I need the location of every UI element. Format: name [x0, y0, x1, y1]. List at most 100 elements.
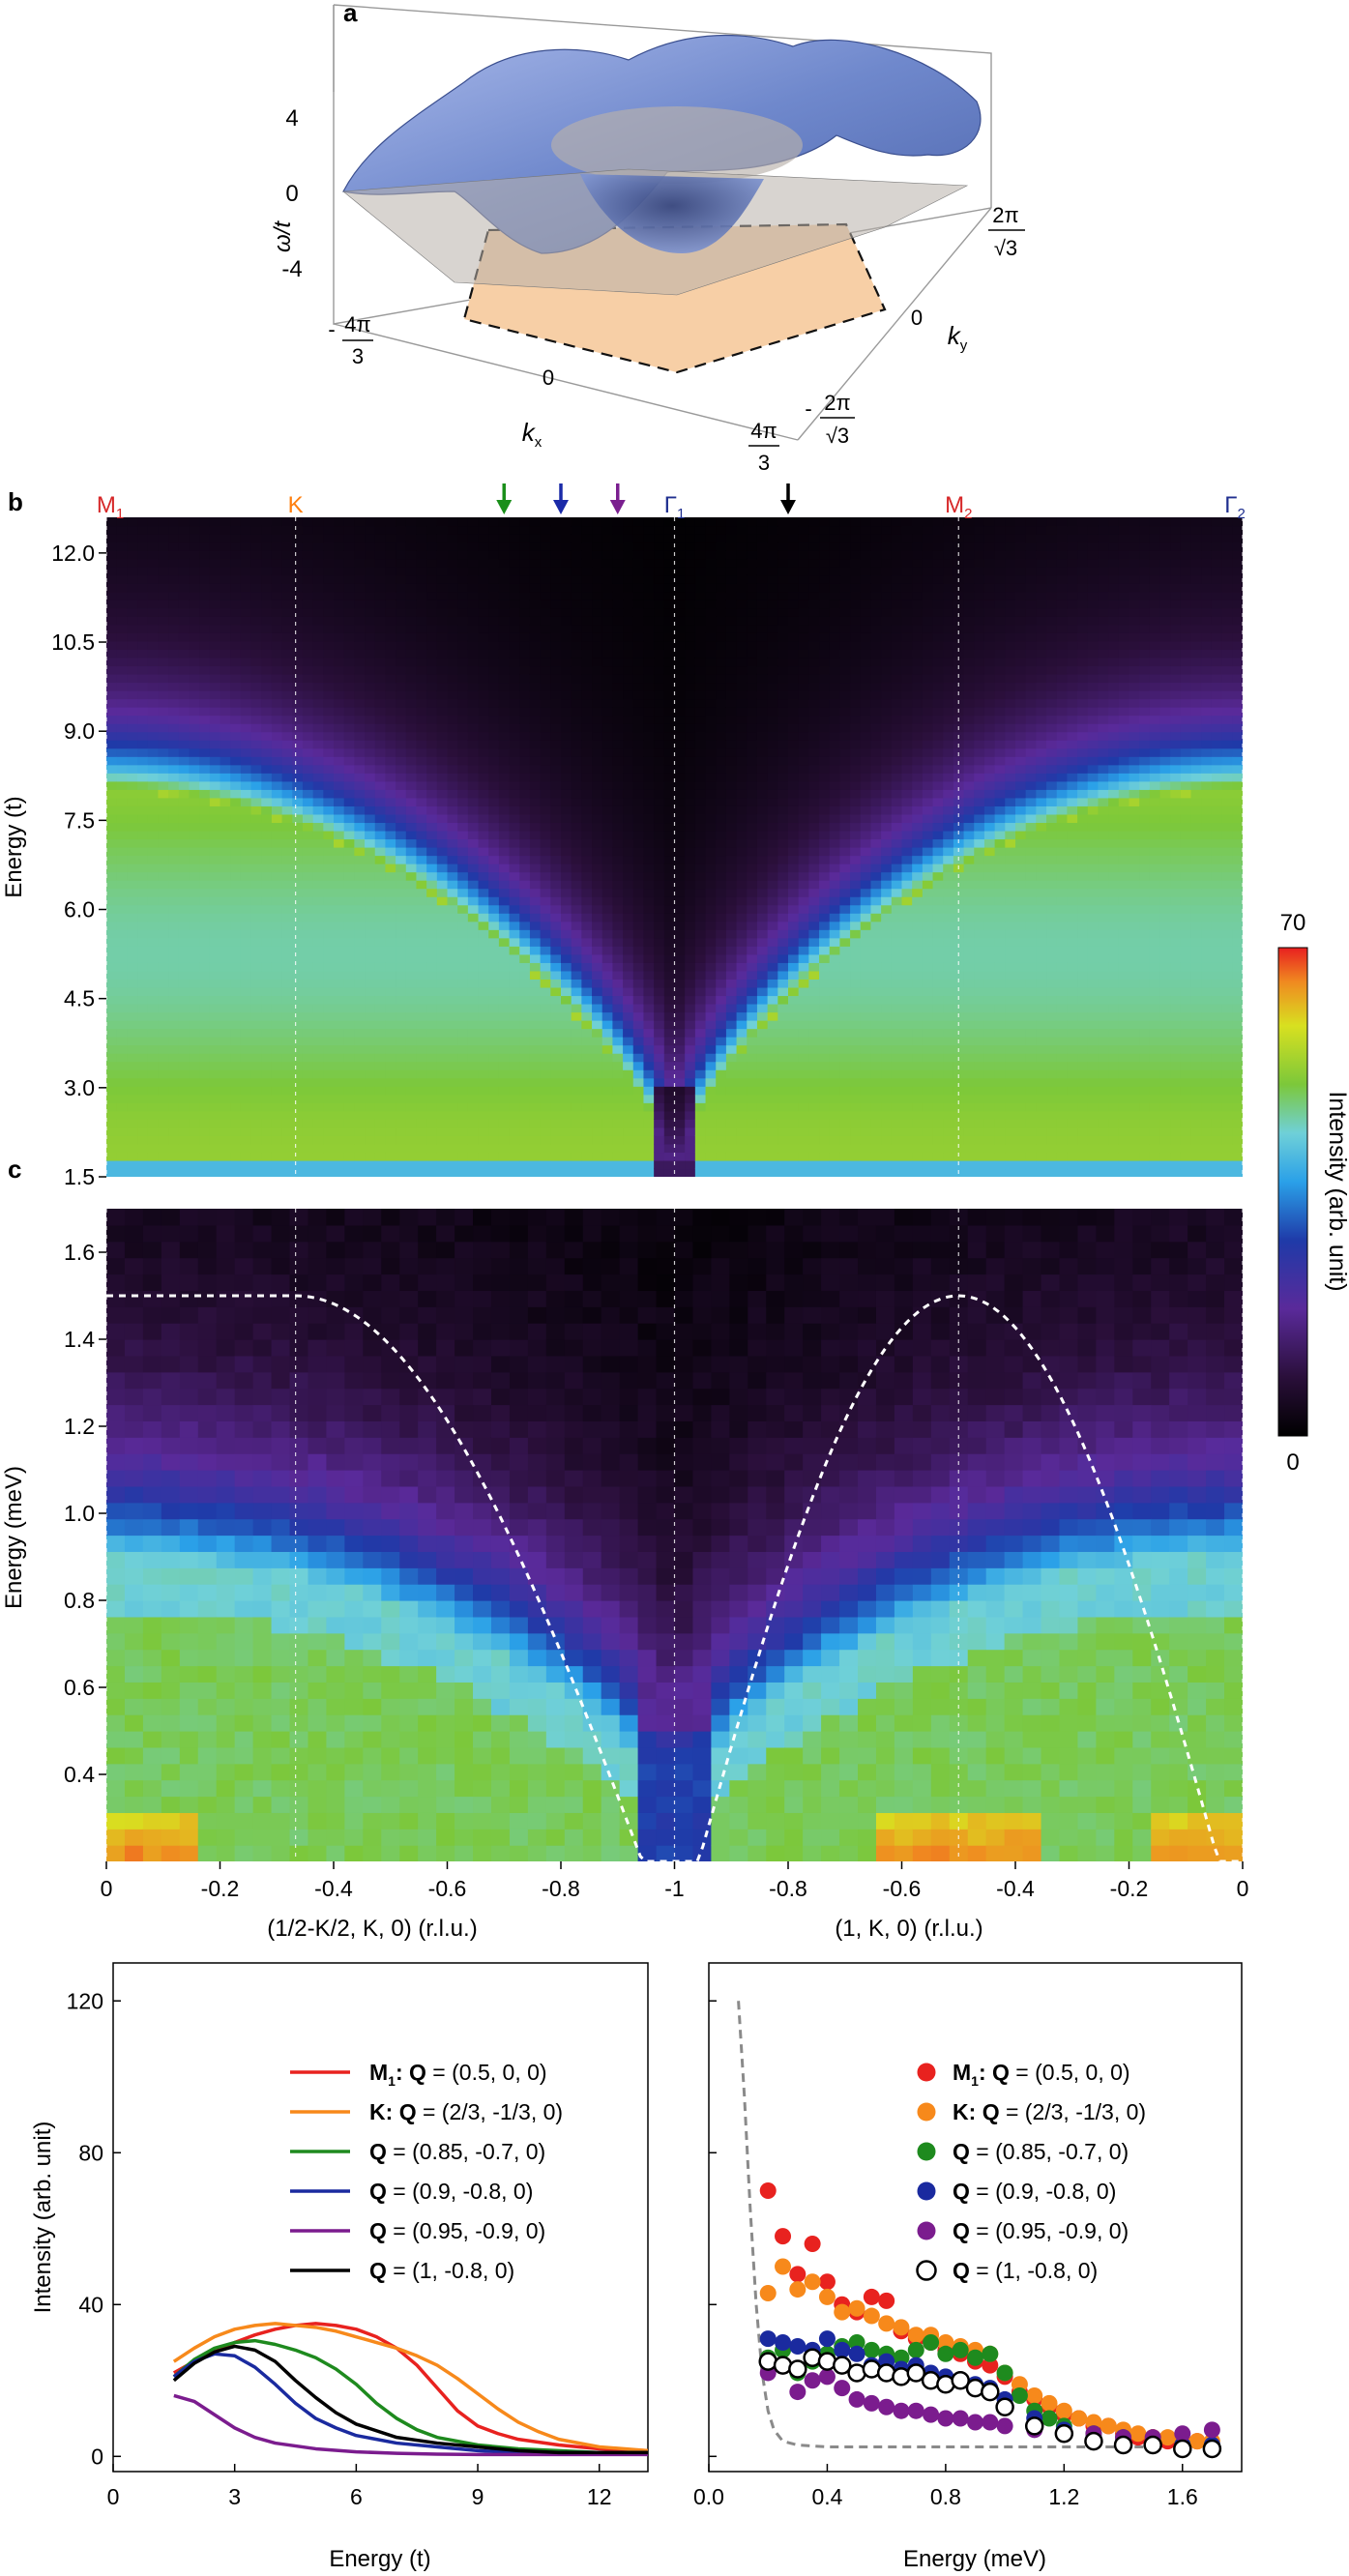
heat-cell: [385, 1159, 396, 1170]
heat-cell: [592, 607, 603, 617]
heat-cell: [725, 1127, 738, 1136]
heat-cell: [705, 731, 717, 741]
heat-cell: [540, 880, 551, 890]
heat-cell: [725, 673, 738, 684]
heat-cell: [209, 797, 221, 806]
heat-cell: [663, 756, 676, 766]
heat-cell: [396, 995, 407, 1005]
heat-cell: [601, 830, 614, 840]
heat-cell: [725, 871, 738, 881]
heat-cell: [643, 640, 655, 650]
heat-cell: [168, 904, 180, 914]
heat-cell: [654, 740, 665, 749]
heat-cell: [694, 764, 707, 774]
heat-cell: [601, 682, 614, 691]
heat-cell: [199, 880, 211, 890]
heat-cell: [540, 1044, 551, 1054]
heat-cell: [405, 1037, 418, 1046]
heat-cell: [623, 813, 634, 824]
heat-cell: [220, 1011, 231, 1021]
heat-cell: [529, 649, 542, 659]
heat-cell: [467, 847, 480, 857]
heat-cell: [436, 986, 449, 997]
heat-cell: [447, 929, 458, 939]
heat-cell: [509, 607, 520, 617]
heat-cell: [601, 747, 614, 757]
x-tick-zero: 0: [543, 366, 554, 390]
heat-cell: [654, 1028, 665, 1038]
heat-cell: [436, 880, 449, 890]
heat-cell: [106, 773, 118, 782]
heat-cell: [250, 567, 262, 576]
heat-cell: [178, 913, 191, 922]
heat-cell: [643, 1037, 655, 1046]
heat-cell: [694, 797, 707, 806]
heat-cell: [302, 624, 314, 633]
heat-cell: [529, 1061, 542, 1070]
heat-cell: [127, 1152, 138, 1161]
heat-cell: [343, 1003, 355, 1013]
heat-cell: [529, 1086, 542, 1096]
heat-cell: [354, 665, 366, 675]
heat-cell: [127, 550, 138, 560]
heat-cell: [189, 542, 200, 551]
heat-cell: [127, 673, 138, 684]
heat-cell: [374, 690, 387, 700]
heat-cell: [127, 707, 138, 717]
heat-cell: [705, 1028, 717, 1038]
heat-cell: [127, 764, 138, 774]
heat-cell: [478, 517, 489, 527]
heat-cell: [581, 1061, 593, 1070]
heat-cell: [168, 1053, 180, 1063]
heat-cell: [261, 904, 273, 914]
heat-cell: [561, 1011, 572, 1021]
heat-cell: [271, 583, 283, 593]
heat-cell: [561, 723, 572, 733]
heat-cell: [612, 888, 624, 897]
heat-cell: [694, 847, 707, 857]
heat-cell: [654, 698, 665, 708]
heat-cell: [509, 789, 520, 799]
heat-cell: [509, 953, 520, 963]
heat-cell: [168, 657, 180, 667]
heat-cell: [168, 707, 180, 717]
heat-cell: [405, 970, 418, 980]
heat-cell: [374, 715, 387, 724]
heat-cell: [220, 838, 231, 848]
heat-cell: [292, 1127, 304, 1136]
heat-cell: [405, 1028, 418, 1038]
heat-cell: [416, 904, 427, 914]
heat-cell: [632, 657, 645, 667]
heat-cell: [632, 731, 645, 741]
heat-cell: [654, 1003, 665, 1013]
heat-cell: [323, 1077, 335, 1087]
heat-cell: [488, 970, 500, 980]
heat-cell: [436, 1168, 449, 1177]
heat-cell: [571, 534, 582, 543]
heat-cell: [271, 986, 283, 997]
heat-cell: [323, 542, 335, 551]
heat-cell: [127, 1077, 138, 1087]
heat-cell: [147, 600, 160, 609]
heat-cell: [488, 847, 500, 857]
heat-cell: [312, 567, 324, 576]
heat-cell: [705, 616, 717, 626]
heat-cell: [457, 896, 469, 906]
heat-cell: [416, 789, 427, 799]
heat-cell: [581, 1077, 593, 1087]
heat-cell: [261, 1159, 273, 1170]
heat-cell: [116, 558, 128, 568]
heat-cell: [488, 698, 500, 708]
heat-cell: [488, 665, 500, 675]
heat-cell: [736, 1020, 748, 1030]
heat-cell: [736, 632, 748, 642]
heat-cell: [116, 888, 128, 897]
heat-cell: [137, 789, 149, 799]
heat-cell: [230, 649, 242, 659]
heat-cell: [271, 921, 283, 930]
heat-cell: [571, 913, 582, 922]
heat-cell: [705, 1168, 717, 1177]
heat-cell: [426, 1028, 438, 1038]
heat-cell: [220, 1077, 231, 1087]
heat-cell: [416, 740, 427, 749]
